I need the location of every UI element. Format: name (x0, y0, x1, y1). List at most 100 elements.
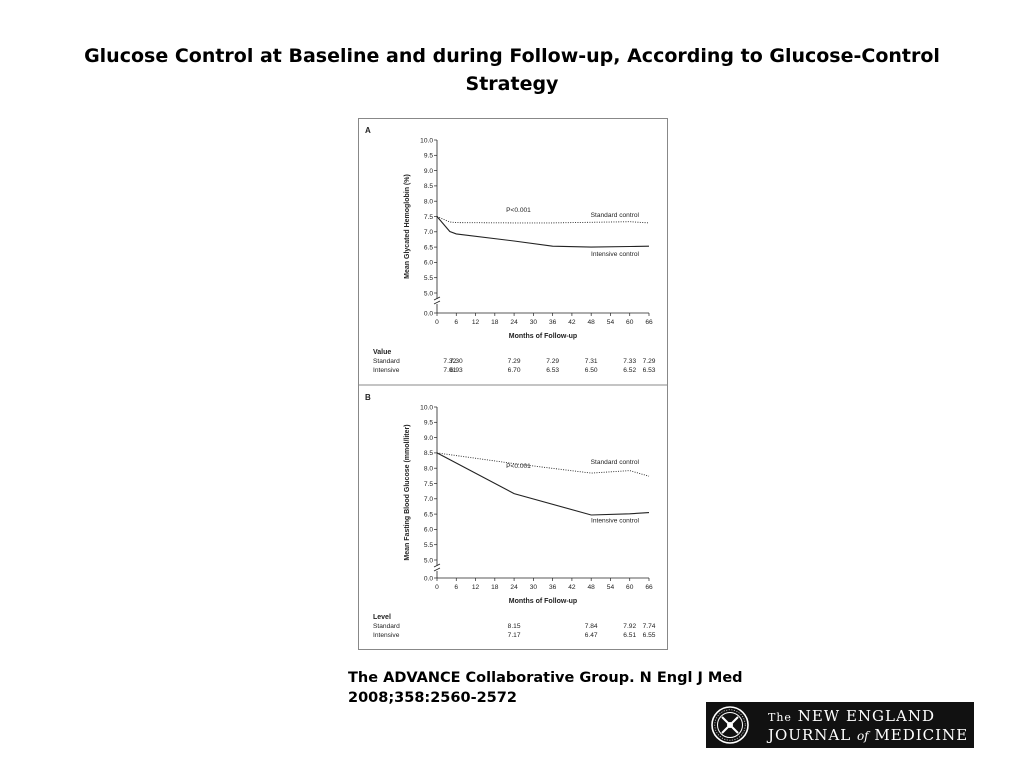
panel-b-y-tick-label: 5.5 (424, 542, 433, 549)
panel-b-y-tick-label: 8.5 (424, 450, 433, 457)
logo-journal: JOURNAL (768, 726, 852, 744)
panel-b-x-tick-label: 6 (454, 584, 458, 591)
panel-a-x-axis-title: Months of Follow-up (509, 333, 577, 340)
nejm-logo: The NEW ENGLAND JOURNAL of MEDICINE (706, 702, 974, 748)
panel-b-y-tick-label: 10.0 (420, 404, 433, 411)
panel-a-table-cell: 6.93 (450, 367, 463, 374)
panel-b-table-cell: 6.51 (623, 632, 636, 639)
citation-line-1: The ADVANCE Collaborative Group. N Engl … (348, 670, 743, 686)
panel-b-x-axis-title: Months of Follow-up (509, 598, 577, 605)
panel-b-table-cell: 7.92 (623, 623, 636, 630)
panel-a-y-tick-label: 7.5 (424, 214, 433, 221)
panel-a-table-cell: 7.30 (450, 358, 463, 365)
chart-svg: A 0.0 5.0 5.5 6.0 6.5 7.0 7.5 8.0 8.5 9.0 9.5 10.0 0 6… (359, 126, 667, 639)
panel-a-x-tick-label: 0 (435, 319, 439, 326)
panel-a-y-tick-label: 0.0 (424, 310, 433, 317)
panel-b-letter: B (365, 393, 371, 402)
panel-b-x-tick-label: 54 (607, 584, 615, 591)
panel-a-series-label: Standard control (591, 212, 640, 219)
panel-a-x-tick-label: 54 (607, 319, 615, 326)
panel-b-y-tick-label: 0.0 (424, 575, 433, 582)
citation: The ADVANCE Collaborative Group. N Engl … (348, 668, 788, 708)
panel-b-table-cell: 7.74 (643, 623, 656, 630)
logo-medicine: MEDICINE (874, 726, 969, 744)
chart-figure: A 0.0 5.0 5.5 6.0 6.5 7.0 7.5 8.0 8.5 9.0 9.5 10.0 0 6… (358, 118, 668, 650)
panel-a-table-heading: Value (373, 349, 391, 356)
panel-b-series-intensive-line (436, 452, 650, 516)
panel-a-x-tick-label: 42 (568, 319, 576, 326)
panel-a-table-cell: 6.53 (643, 367, 656, 374)
panel-a-x-tick-label: 18 (491, 319, 499, 326)
panel-a-table-cell: 7.29 (546, 358, 559, 365)
panel-b-table-cell: 6.47 (585, 632, 598, 639)
panel-a-axis-break-mark (433, 296, 441, 301)
panel-a-table-cell: 6.50 (585, 367, 598, 374)
panel-a-y-tick-label: 6.5 (424, 244, 433, 251)
panel-b-y-axis-title: Mean Fasting Blood Glucose (mmol/liter) (404, 424, 411, 560)
panel-a-y-tick-label: 9.5 (424, 153, 433, 160)
panel-a-table-row-label: Standard (373, 358, 400, 365)
panel-a-letter: A (365, 126, 371, 135)
panel-a-table-cell: 7.32 (443, 358, 456, 365)
logo-new-england: NEW ENGLAND (797, 707, 935, 725)
slide-title: Glucose Control at Baseline and during F… (84, 45, 940, 95)
panel-a-table-cell: 6.53 (546, 367, 559, 374)
panel-b-x-tick-label: 60 (626, 584, 634, 591)
logo-the: The (768, 711, 792, 724)
logo-of: of (856, 729, 869, 743)
panel-b-x-tick-label: 48 (588, 584, 596, 591)
panel-a-series-standard-line (436, 216, 650, 224)
panel-b-table-cell: 6.55 (643, 632, 656, 639)
panel-b-table-row-label: Standard (373, 623, 400, 630)
panel-a-x-tick-label: 6 (454, 319, 458, 326)
panel-b-y-tick-label: 6.0 (424, 527, 433, 534)
panel-b-x-tick-label: 66 (645, 584, 653, 591)
panel-a-x-tick-label: 30 (530, 319, 538, 326)
panel-b-y-tick-label: 9.5 (424, 420, 433, 427)
panel-a-p-value: P<0.001 (506, 207, 531, 214)
panel-a-x-tick-label: 12 (472, 319, 480, 326)
panel-b-y-tick-label: 5.0 (424, 557, 433, 564)
panel-a-axis-break-mark (433, 300, 441, 305)
logo-line-2: JOURNAL of MEDICINE (768, 726, 968, 744)
panel-b-axis-break-mark (433, 563, 441, 568)
panel-a-x-tick-label: 48 (588, 319, 596, 326)
panel-a-y-tick-label: 5.0 (424, 290, 433, 297)
panel-b-table-cell: 7.84 (585, 623, 598, 630)
logo-line-1: The NEW ENGLAND (768, 707, 935, 725)
panel-b-x-tick-label: 12 (472, 584, 480, 591)
panel-b-y-tick-label: 6.5 (424, 511, 433, 518)
panel-a-table-cell: 7.33 (623, 358, 636, 365)
panel-b-x-tick-label: 30 (530, 584, 538, 591)
panel-b-series-label: Standard control (591, 459, 640, 466)
nejm-seal-icon (711, 706, 749, 744)
panel-a-x-tick-label: 24 (510, 319, 518, 326)
panel-a-series-intensive-line (436, 216, 650, 248)
panel-a-y-tick-label: 8.5 (424, 183, 433, 190)
panel-a-table-cell: 6.70 (508, 367, 521, 374)
panel-a-y-tick-label: 8.0 (424, 199, 433, 206)
panel-b-y-tick-label: 7.5 (424, 481, 433, 488)
panel-a-series-label: Intensive control (591, 251, 640, 258)
panel-a-table-cell: 7.01 (443, 367, 456, 374)
panel-a-y-tick-label: 9.0 (424, 168, 433, 175)
panel-b-x-tick-label: 18 (491, 584, 499, 591)
panel-b-table-cell: 8.15 (508, 623, 521, 630)
panel-a-x-tick-label: 66 (645, 319, 653, 326)
panel-a-table-cell: 6.52 (623, 367, 636, 374)
panel-b-x-tick-label: 42 (568, 584, 576, 591)
panel-a-table-cell: 7.29 (508, 358, 521, 365)
panel-a-table-row-label: Intensive (373, 367, 400, 374)
citation-line-2: 2008;358:2560-2572 (348, 690, 517, 706)
panel-a-y-axis-title: Mean Glycated Hemoglobin (%) (404, 174, 411, 279)
panel-a-table-cell: 7.29 (643, 358, 656, 365)
panel-b-p-value: P<0.001 (506, 463, 531, 470)
panel-a-y-tick-label: 10.0 (420, 137, 433, 144)
panel-a-x-tick-label: 60 (626, 319, 634, 326)
panel-b-x-tick-label: 0 (435, 584, 439, 591)
panel-b-y-tick-label: 7.0 (424, 496, 433, 503)
panel-b-series-label: Intensive control (591, 518, 640, 525)
panel-a-y-tick-label: 6.0 (424, 260, 433, 267)
panel-b-y-tick-label: 9.0 (424, 435, 433, 442)
panel-b-axis-break-mark (433, 567, 441, 572)
